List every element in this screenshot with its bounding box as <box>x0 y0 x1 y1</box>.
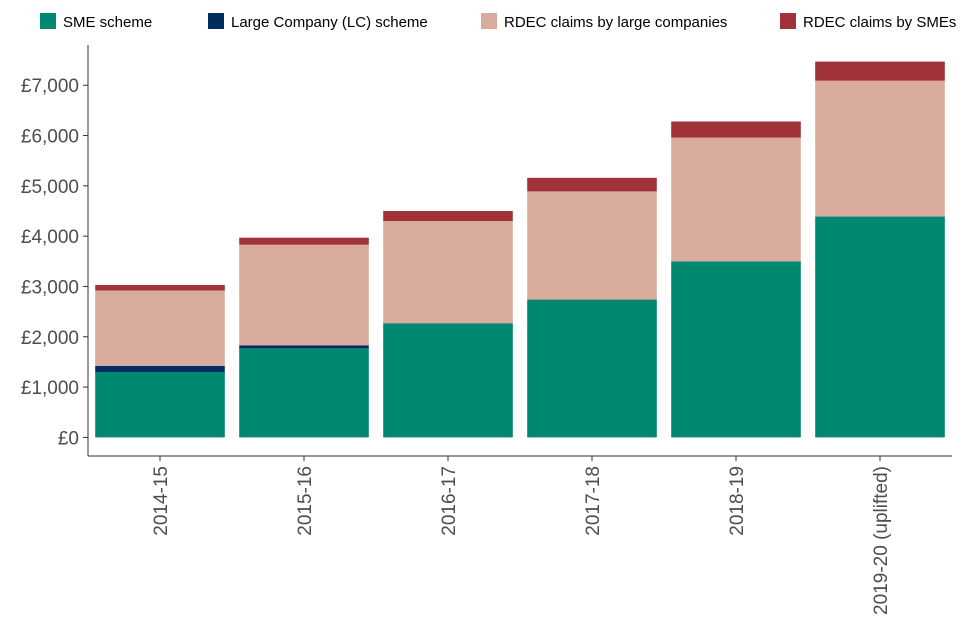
x-tick-label: 2019-20 (uplifted) <box>871 466 892 615</box>
bar-segment <box>815 61 945 81</box>
bar-segment <box>815 216 945 438</box>
bar-segment <box>95 284 225 291</box>
bar-segment <box>527 299 657 438</box>
bar-segment <box>95 371 225 438</box>
legend-swatch <box>481 13 497 29</box>
y-tick-label: £6,000 <box>21 127 79 148</box>
bar-stack <box>815 61 945 438</box>
y-tick-label: £2,000 <box>21 328 79 349</box>
legend-label: RDEC claims by SMEs <box>803 14 956 31</box>
x-tick-label: 2017-18 <box>583 466 604 536</box>
bar-segment <box>239 237 369 245</box>
x-tick-label: 2014-15 <box>151 466 172 536</box>
bar-segment <box>671 137 801 262</box>
x-tick-label: 2016-17 <box>439 466 460 536</box>
bar-segment <box>239 244 369 346</box>
bar-segment <box>239 345 369 349</box>
legend-label: SME scheme <box>63 14 152 31</box>
bar-segment <box>527 191 657 300</box>
y-tick-label: £5,000 <box>21 177 79 198</box>
bar-stack <box>527 177 657 438</box>
y-tick-label: £4,000 <box>21 227 79 248</box>
legend-item: RDEC claims by large companies <box>481 13 727 31</box>
bar-segment <box>383 323 513 438</box>
x-tick-label: 2018-19 <box>727 466 748 536</box>
legend-item: SME scheme <box>40 13 152 31</box>
bar-stack <box>671 121 801 438</box>
y-tick-label: £3,000 <box>21 277 79 298</box>
legend-label: Large Company (LC) scheme <box>231 14 428 31</box>
bar-segment <box>95 365 225 372</box>
bar-stack <box>239 237 369 438</box>
bar-segment <box>815 80 945 217</box>
legend-item: Large Company (LC) scheme <box>208 13 428 31</box>
y-axis: £0 £1,000 £2,000 £3,000 £4,000 £5,000 £6,000 £7… <box>21 45 89 456</box>
bar-segment <box>383 221 513 324</box>
legend-label: RDEC claims by large companies <box>504 14 727 31</box>
legend-swatch <box>40 13 56 29</box>
legend-item: RDEC claims by SMEs <box>780 13 956 31</box>
x-axis: 2014-15 2015-16 2016-17 2017-18 2018-19 2019-… <box>88 455 952 615</box>
y-tick-label: £7,000 <box>21 76 79 97</box>
bar-segment <box>239 348 369 438</box>
x-tick-label: 2015-16 <box>295 466 316 536</box>
bar-segment <box>527 177 657 192</box>
y-tick-label: £0 <box>58 428 79 449</box>
legend: SME scheme Large Company (LC) scheme RDEC … <box>40 13 956 31</box>
bar-segment <box>671 261 801 438</box>
bars <box>95 61 945 438</box>
bar-stack <box>383 211 513 438</box>
y-tick-label: £1,000 <box>21 378 79 399</box>
bar-segment <box>671 121 801 138</box>
legend-swatch <box>780 13 796 29</box>
bar-segment <box>95 290 225 366</box>
legend-swatch <box>208 13 224 29</box>
bar-segment <box>383 211 513 222</box>
bar-stack <box>95 284 225 438</box>
